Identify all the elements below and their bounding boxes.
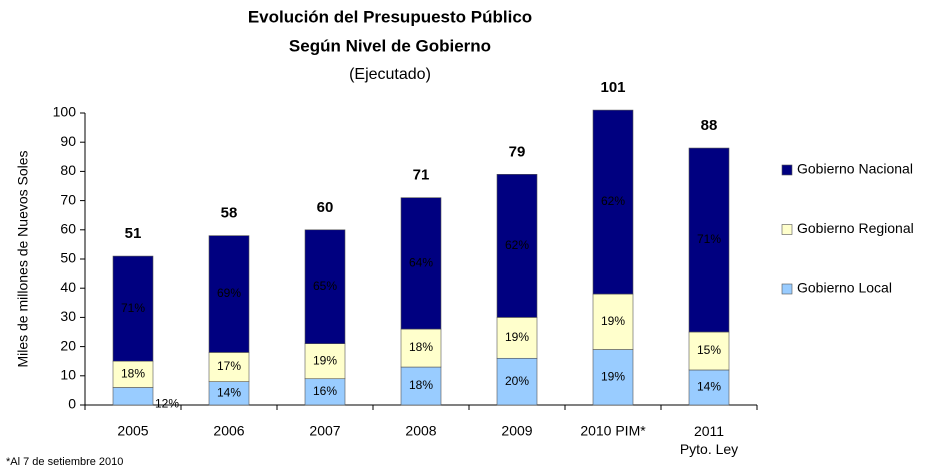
total-label: 88	[701, 117, 718, 134]
y-tick-label: 60	[60, 221, 76, 237]
segment-label: 14%	[217, 385, 241, 399]
legend-label: Gobierno Nacional	[797, 161, 913, 177]
bar-segment	[112, 255, 154, 362]
segment-label: 62%	[505, 238, 529, 252]
segment-label: 71%	[697, 232, 721, 246]
segment-label: 19%	[601, 369, 625, 383]
total-label: 58	[221, 205, 238, 222]
segment-label: 18%	[121, 367, 145, 381]
legend-label: Gobierno Local	[797, 280, 892, 296]
bar-segment	[496, 317, 538, 359]
y-tick-label: 20	[60, 337, 76, 353]
bar-segment	[208, 235, 250, 353]
bar-segment	[400, 328, 442, 368]
segment-label: 62%	[601, 194, 625, 208]
segment-label: 18%	[409, 378, 433, 392]
total-label: 101	[600, 79, 625, 96]
total-label: 71	[413, 167, 430, 184]
x-tick-label: 2009	[501, 423, 532, 439]
segment-label: 65%	[313, 279, 337, 293]
segment-label: 19%	[505, 330, 529, 344]
segment-label: 71%	[121, 301, 145, 315]
x-tick-label: 2010 PIM*	[580, 423, 646, 439]
bar-segment	[400, 366, 442, 406]
bar-segment	[304, 229, 346, 344]
bar-segment	[592, 293, 634, 350]
segment-label: 17%	[217, 359, 241, 373]
footnote: *Al 7 de setiembre 2010	[6, 456, 123, 468]
y-tick-label: 30	[60, 308, 76, 324]
x-tick-label: 2005	[117, 423, 148, 439]
total-label: 60	[317, 199, 334, 216]
segment-label: 18%	[409, 340, 433, 354]
bar-segment	[496, 174, 538, 318]
x-tick-label: 2011 Pyto. Ley	[680, 423, 738, 457]
y-tick-label: 90	[60, 133, 76, 149]
bar-segment	[112, 360, 154, 388]
chart-subtitle: (Ejecutado)	[349, 66, 431, 83]
total-label: 79	[509, 143, 526, 160]
bar-segment	[688, 147, 730, 333]
segment-label: 16%	[313, 384, 337, 398]
segment-label: 19%	[313, 353, 337, 367]
chart-title: Evolución del Presupuesto Público	[248, 7, 532, 26]
legend-swatch	[781, 224, 793, 235]
bar-segment	[112, 387, 154, 406]
segment-label: 19%	[601, 314, 625, 328]
segment-label: 12%	[155, 396, 179, 410]
y-axis-label: Miles de millones de Nuevos Soles	[15, 150, 31, 367]
bar-segment	[592, 109, 634, 295]
segment-label: 64%	[409, 256, 433, 270]
legend-swatch	[781, 164, 793, 176]
y-tick-label: 0	[68, 396, 76, 412]
y-tick-label: 50	[60, 250, 76, 266]
x-tick-label: 2007	[309, 423, 340, 439]
x-tick-label: 2008	[405, 423, 436, 439]
segment-label: 20%	[505, 374, 529, 388]
legend-label: Gobierno Regional	[797, 220, 914, 236]
y-tick-label: 100	[53, 104, 77, 120]
segment-label: 15%	[697, 343, 721, 357]
bar-segment	[688, 369, 730, 406]
bar-segment	[688, 331, 730, 371]
x-tick-label: 2006	[213, 423, 244, 439]
y-tick-label: 40	[60, 279, 76, 295]
bar-segment	[304, 343, 346, 380]
segment-label: 14%	[697, 380, 721, 394]
chart-subtitle: Según Nivel de Gobierno	[289, 36, 491, 55]
legend-swatch	[781, 283, 793, 295]
bar-segment	[400, 197, 442, 330]
total-label: 51	[125, 225, 142, 242]
y-tick-label: 80	[60, 162, 76, 178]
y-tick-label: 70	[60, 191, 76, 207]
y-tick-label: 10	[60, 367, 76, 383]
segment-label: 69%	[217, 286, 241, 300]
